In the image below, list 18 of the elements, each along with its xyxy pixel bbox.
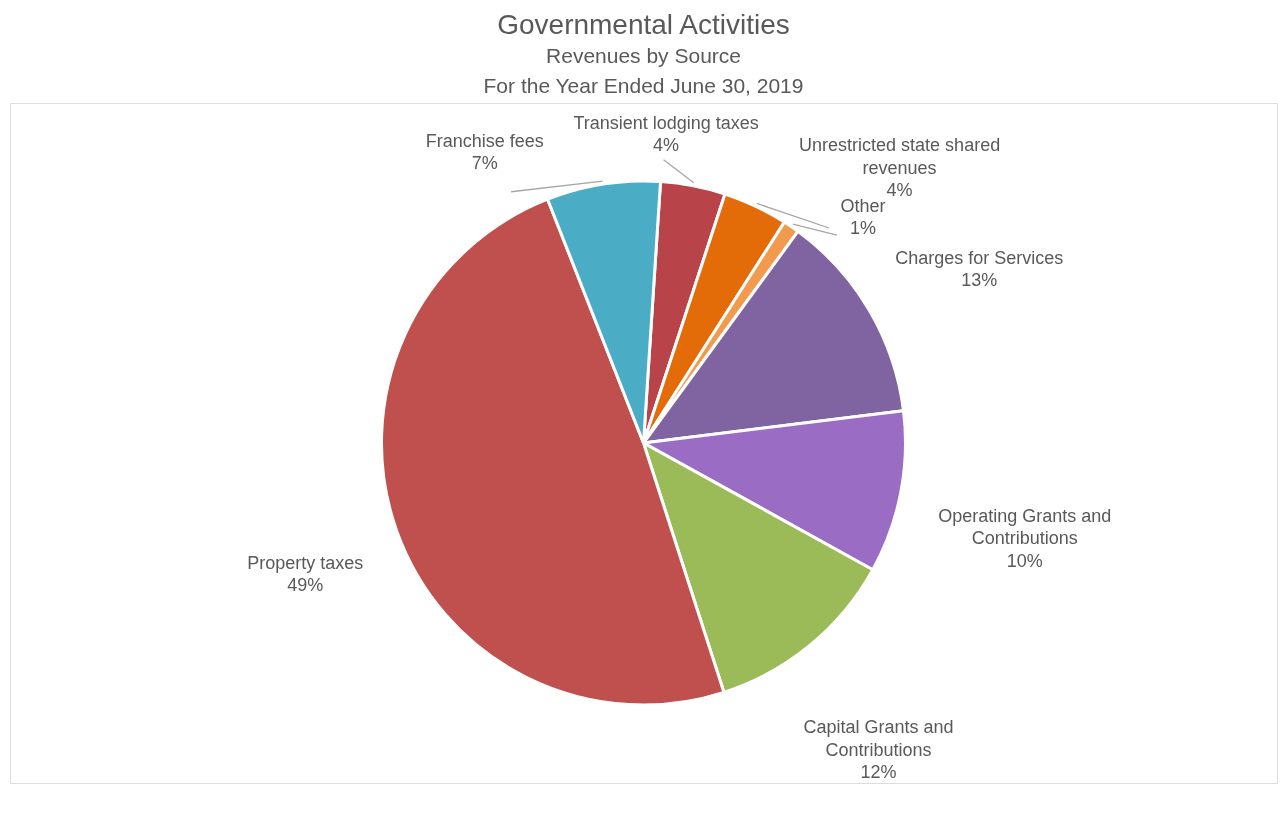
slice-label: Other xyxy=(840,195,886,216)
data-label: 1% xyxy=(850,218,877,239)
data-label: 12% xyxy=(860,762,897,783)
data-label: 13% xyxy=(961,270,998,291)
data-label: 7% xyxy=(471,153,498,174)
slice-label: Transient lodging taxes xyxy=(573,112,759,133)
slice-label: Capital Grants and Contributions xyxy=(803,717,954,760)
chart-subtitle: Revenues by Source For the Year Ended June 30, 2019 xyxy=(483,44,804,97)
data-label: 4% xyxy=(653,135,680,156)
data-label: 4% xyxy=(886,180,913,201)
slice-label: Operating Grants and Contributions xyxy=(938,505,1112,549)
slice-label: Unrestricted state shared revenues xyxy=(799,135,1001,178)
chart-title: Governmental Activities xyxy=(497,9,790,40)
slice-label: Charges for Services xyxy=(895,247,1064,268)
data-label: 49% xyxy=(287,575,324,596)
data-label: 10% xyxy=(1006,550,1043,571)
slice-label: Franchise fees xyxy=(425,130,544,151)
slice-label: Property taxes xyxy=(247,552,364,573)
